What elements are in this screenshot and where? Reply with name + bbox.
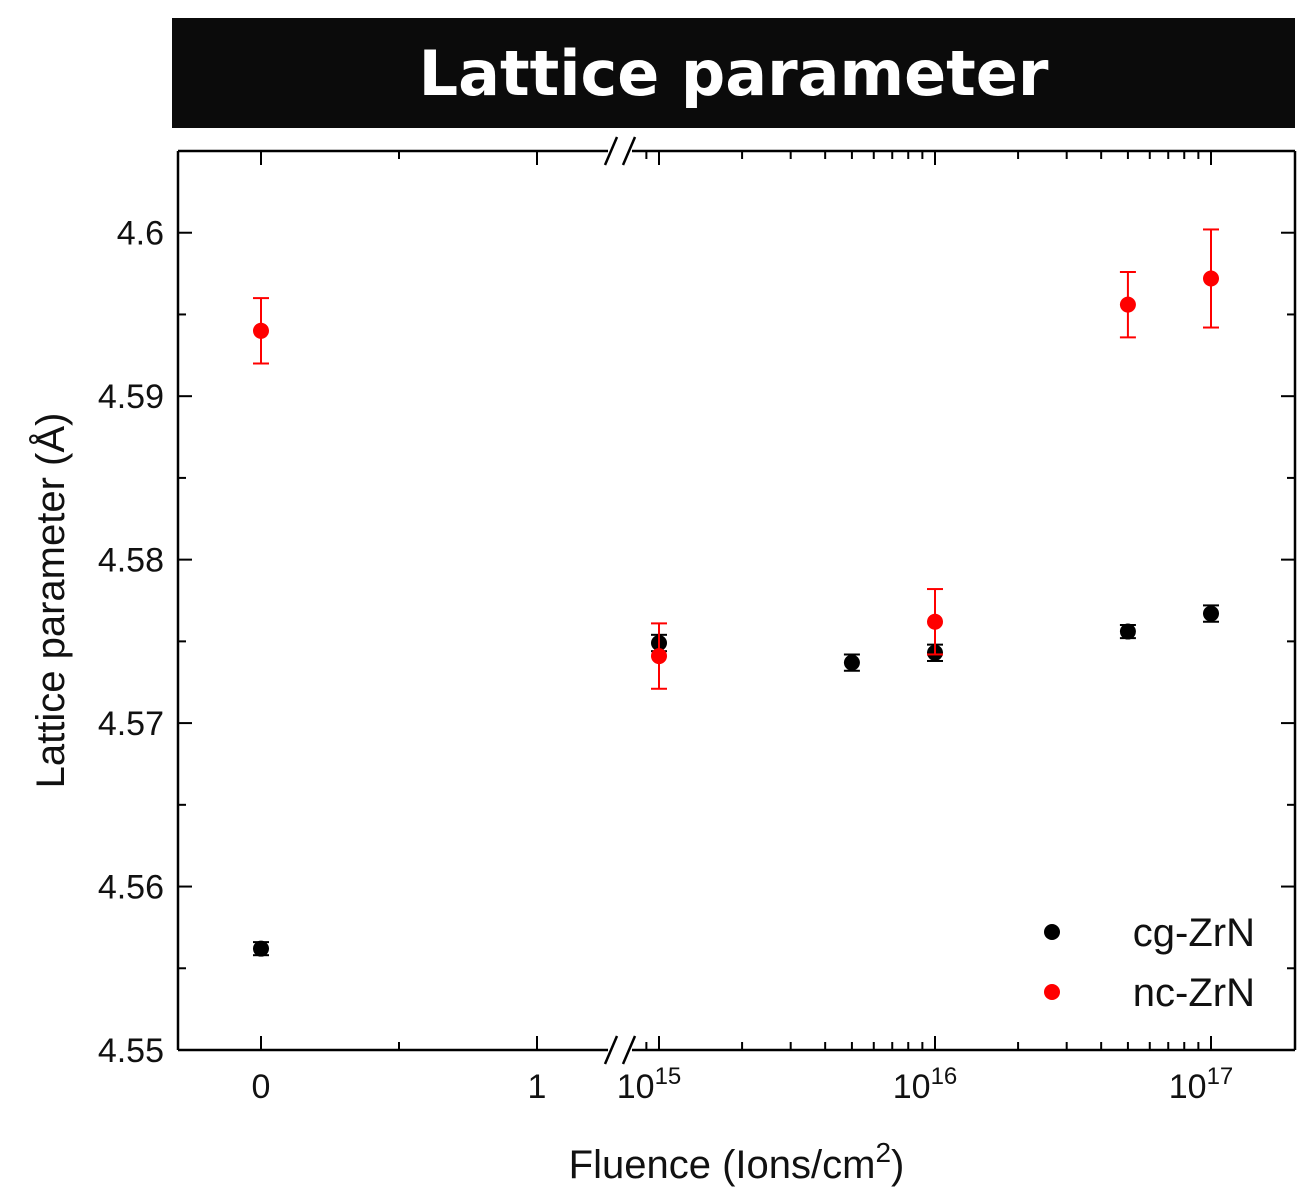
data-point-nc-ZrN	[253, 322, 269, 339]
data-point-cg-ZrN	[1203, 605, 1219, 622]
data-point-nc-ZrN	[651, 648, 667, 665]
chart-title-bar: Lattice parameter	[172, 18, 1295, 128]
data-point-nc-ZrN	[927, 613, 943, 630]
x-tick-label: 1016	[893, 1063, 958, 1106]
y-tick-label: 4.56	[98, 869, 164, 907]
legend-label-nc-ZrN: nc-ZrN	[1133, 971, 1255, 1015]
axis-break-mark-top	[621, 136, 637, 166]
axis-break-mark-top	[603, 136, 619, 166]
data-point-nc-ZrN	[1119, 296, 1136, 313]
data-point-cg-ZrN	[253, 940, 269, 957]
data-point-cg-ZrN	[843, 654, 860, 671]
x-tick-label: 1017	[1169, 1063, 1234, 1106]
axis-break-gap-bottom	[608, 1046, 632, 1054]
legend-marker-nc-ZrN	[1044, 984, 1060, 1000]
axis-break-mark-bottom	[621, 1035, 637, 1065]
x-tick-label: 1015	[617, 1063, 682, 1106]
y-tick-label: 4.57	[98, 705, 164, 743]
axis-break-gap-top	[608, 147, 632, 155]
x-tick-label: 1	[528, 1068, 547, 1106]
data-point-nc-ZrN	[1203, 270, 1219, 287]
y-axis-label: Lattice parameter (Å)	[28, 413, 73, 789]
y-tick-label: 4.59	[98, 378, 164, 416]
x-tick-label: 0	[252, 1068, 271, 1106]
legend-label-cg-ZrN: cg-ZrN	[1133, 911, 1255, 955]
legend-marker-cg-ZrN	[1044, 924, 1060, 940]
data-point-cg-ZrN	[1119, 623, 1136, 640]
y-tick-label: 4.55	[98, 1032, 164, 1070]
y-tick-label: 4.58	[98, 542, 164, 580]
chart-title: Lattice parameter	[418, 36, 1049, 110]
axis-break-mark-bottom	[603, 1035, 619, 1065]
y-tick-label: 4.6	[117, 215, 164, 253]
x-axis-label: Fluence (Ions/cm2)	[569, 1137, 905, 1187]
